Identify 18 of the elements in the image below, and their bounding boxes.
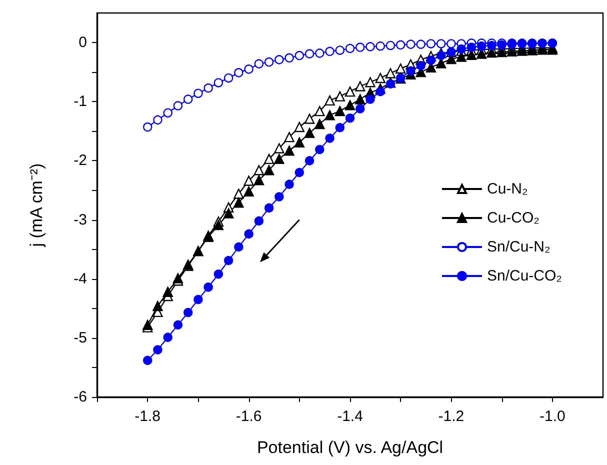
x-tick-label: -1.4 [337, 408, 363, 425]
y-tick-label: 0 [78, 34, 87, 52]
legend-label: Cu-CO₂ [486, 210, 540, 226]
x-tick-label: -1.6 [236, 408, 262, 425]
legend-label: Cu-N₂ [486, 180, 528, 198]
y-tick-label: -3 [74, 211, 87, 228]
y-tick-label: -6 [74, 388, 87, 406]
legend-label: Sn/Cu-CO₂ [486, 268, 562, 284]
y-axis-title: j (mA cm⁻²) [27, 163, 46, 248]
legend-label: Sn/Cu-N₂ [486, 238, 551, 256]
x-tick-label: -1.8 [134, 408, 161, 425]
y-tick-label: -2 [74, 152, 87, 170]
x-axis-title: Potential (V) vs. Ag/AgCl [256, 438, 444, 457]
y-tick-label: -5 [74, 329, 87, 346]
x-tick-label: -1.2 [438, 408, 464, 425]
y-tick-label: -4 [74, 270, 87, 288]
x-tick-label: -1.0 [539, 408, 566, 425]
y-tick-label: -1 [74, 93, 87, 110]
